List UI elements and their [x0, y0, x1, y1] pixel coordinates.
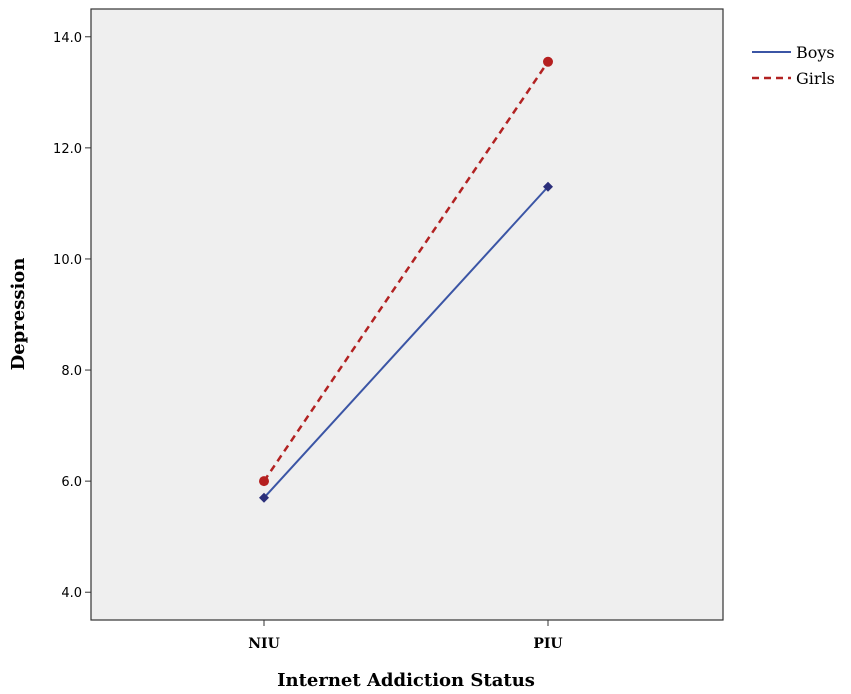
legend-label-girls: Girls [796, 69, 835, 88]
series-girls-point [543, 56, 553, 67]
legend-label-boys: Boys [796, 43, 835, 62]
y-tick-label: 12.0 [53, 142, 82, 157]
y-tick-label: 10.0 [53, 253, 82, 268]
y-axis: 4.0 6.0 8.0 10.0 12.0 14.0 [53, 31, 91, 601]
y-tick-label: 14.0 [53, 31, 82, 46]
plot-area [90, 8, 724, 621]
y-tick-label: 8.0 [61, 364, 82, 379]
legend: Boys Girls [752, 43, 835, 88]
series-boys-point [543, 181, 553, 192]
series-layer [259, 56, 553, 503]
y-tick-label: 6.0 [61, 475, 82, 490]
x-tick-label: NIU [248, 636, 280, 652]
series-boys-point [259, 492, 269, 503]
x-axis-title: Internet Addiction Status [277, 670, 535, 691]
x-axis: NIU PIU [248, 620, 563, 652]
series-girls-line [262, 61, 550, 482]
y-axis-title: Depression [8, 258, 29, 371]
series-boys-line [263, 186, 549, 499]
x-tick-label: PIU [533, 636, 562, 652]
y-tick-label: 4.0 [61, 586, 82, 601]
series-girls-point [259, 476, 269, 487]
